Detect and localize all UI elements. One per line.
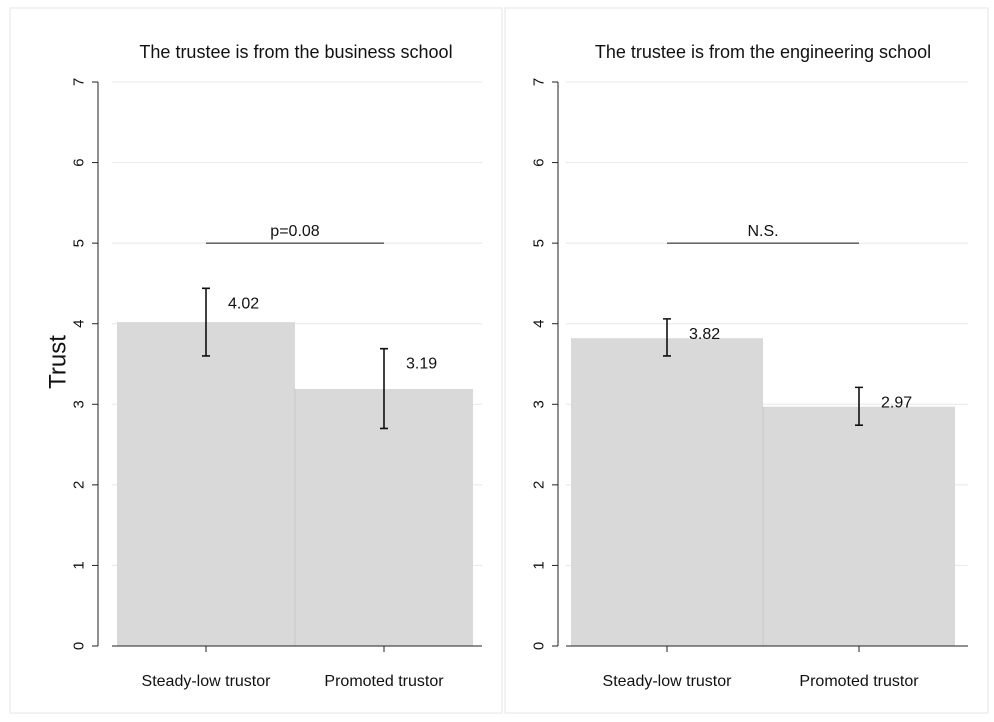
significance-label: p=0.08 — [270, 223, 319, 240]
y-tick-label: 5 — [71, 239, 88, 247]
bar-panel1-promoted — [295, 388, 473, 646]
error-bar — [380, 347, 388, 430]
y-tick-label: 4 — [71, 320, 88, 328]
bar-panel1-steady-low — [117, 322, 295, 646]
y-tick-label: 2 — [531, 481, 548, 489]
y-tick-label: 7 — [531, 78, 548, 86]
y-tick-label: 7 — [71, 78, 88, 86]
x-tick-label: Promoted trustor — [799, 673, 919, 690]
x-tick-label: Promoted trustor — [324, 673, 444, 690]
panel-1-title: The trustee is from the business school — [139, 42, 452, 62]
y-tick-label: 1 — [531, 561, 548, 569]
y-tick-label: 0 — [71, 642, 88, 650]
error-bar — [663, 318, 671, 357]
value-label: 2.97 — [881, 394, 912, 411]
y-tick-label: 2 — [71, 481, 88, 489]
y-tick-label: 6 — [71, 158, 88, 166]
bar-panel2-promoted — [763, 406, 955, 646]
x-tick-label: Steady-low trustor — [603, 673, 733, 690]
panel-2-title: The trustee is from the engineering scho… — [595, 42, 931, 62]
y-axis-label: Trust — [45, 335, 72, 389]
value-label: 3.19 — [406, 356, 437, 373]
y-tick-label: 6 — [531, 158, 548, 166]
x-tick-label: Steady-low trustor — [142, 673, 272, 690]
y-tick-label: 3 — [71, 400, 88, 408]
significance-label: N.S. — [747, 223, 778, 240]
value-label: 4.02 — [228, 295, 259, 312]
value-label: 3.82 — [689, 326, 720, 343]
bar-panel2-steady-low — [571, 338, 763, 646]
y-tick-label: 4 — [531, 320, 548, 328]
error-bar — [202, 287, 210, 357]
y-tick-label: 1 — [71, 561, 88, 569]
error-bar — [855, 386, 863, 427]
y-tick-label: 0 — [531, 642, 548, 650]
y-tick-label: 3 — [531, 400, 548, 408]
y-tick-label: 5 — [531, 239, 548, 247]
